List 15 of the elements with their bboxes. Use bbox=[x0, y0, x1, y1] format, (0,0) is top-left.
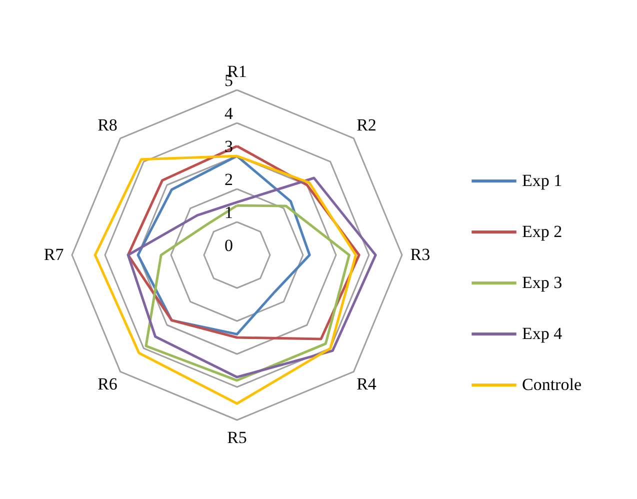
legend-label: Exp 2 bbox=[522, 222, 562, 241]
legend-label: Exp 1 bbox=[522, 171, 562, 190]
spoke-label: R7 bbox=[44, 245, 64, 264]
legend-label: Exp 3 bbox=[522, 273, 562, 292]
spoke-label: R6 bbox=[98, 374, 118, 394]
spoke-label: R8 bbox=[98, 115, 118, 134]
legend-label: Controle bbox=[522, 375, 582, 394]
spoke-label: R5 bbox=[227, 428, 247, 448]
y-tick-label: 4 bbox=[224, 104, 234, 123]
legend-label: Exp 4 bbox=[522, 324, 563, 343]
y-tick-label: 2 bbox=[224, 170, 234, 189]
spoke-label: R2 bbox=[356, 115, 376, 134]
spoke-label: R4 bbox=[356, 374, 377, 394]
spoke-label: R3 bbox=[410, 245, 430, 264]
y-tick-label: 0 bbox=[224, 236, 234, 255]
